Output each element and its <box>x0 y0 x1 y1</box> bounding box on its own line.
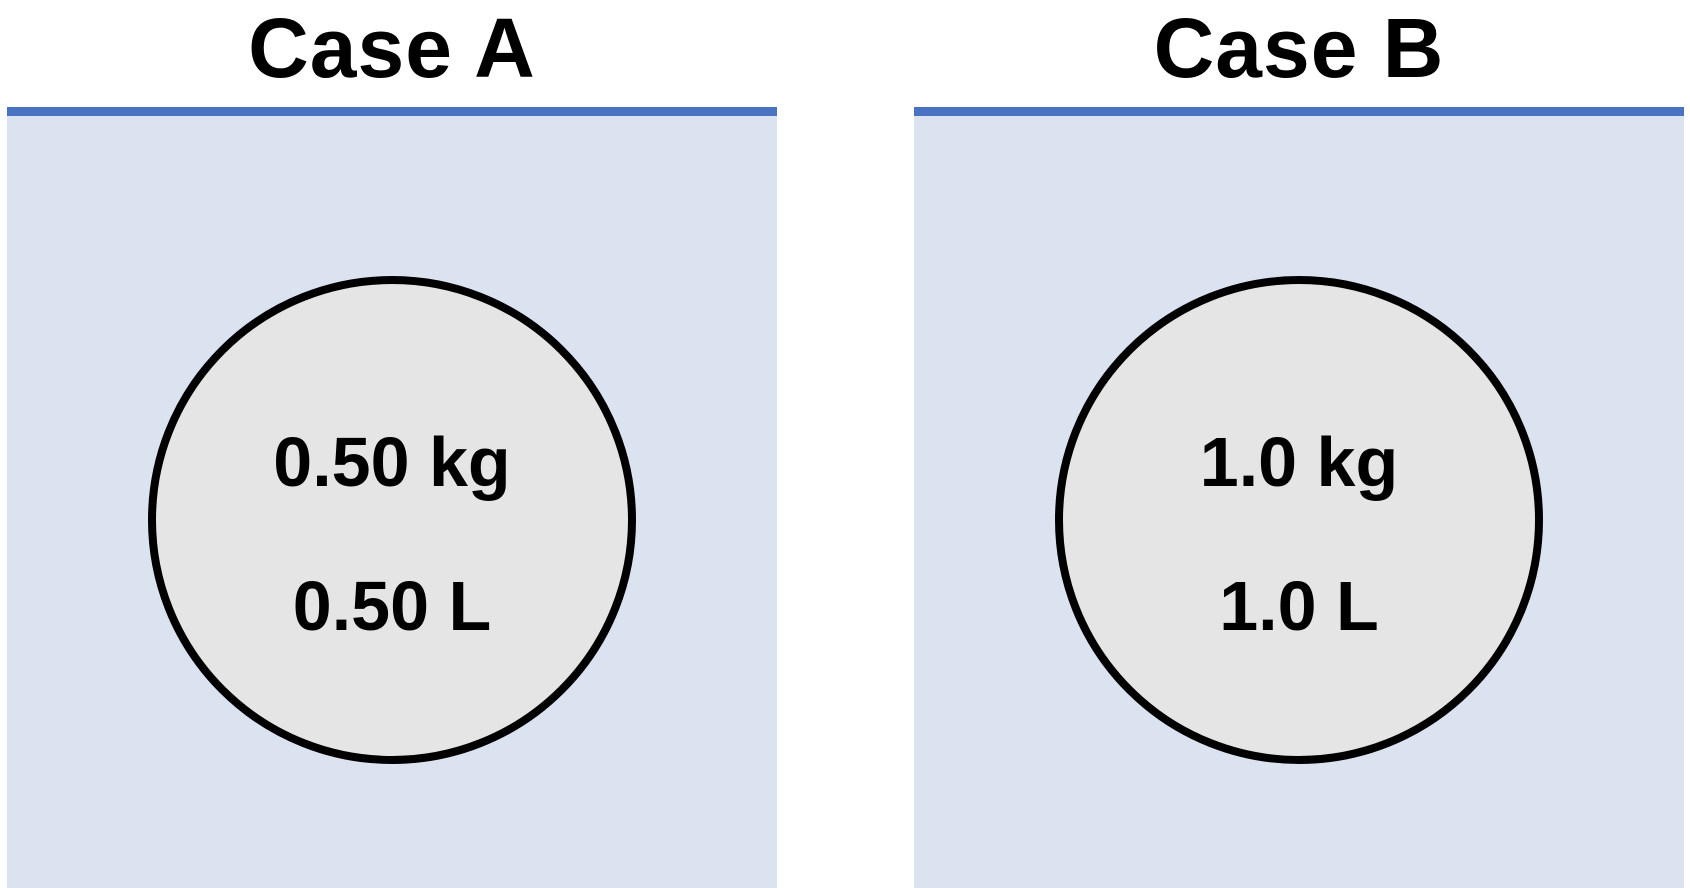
case-b-panel: Case B 1.0 kg 1.0 L <box>914 0 1684 888</box>
case-b-mass-label: 1.0 kg <box>1199 423 1399 501</box>
case-b-volume-label: 1.0 L <box>1219 567 1379 645</box>
case-b-title: Case B <box>1153 1 1445 95</box>
case-b-fluid-container: 1.0 kg 1.0 L <box>914 107 1684 888</box>
case-a-submerged-object: 0.50 kg 0.50 L <box>148 276 636 764</box>
case-a-mass-label: 0.50 kg <box>273 423 511 501</box>
case-a-title: Case A <box>248 1 536 95</box>
case-a-volume-label: 0.50 L <box>292 567 492 645</box>
case-b-submerged-object: 1.0 kg 1.0 L <box>1055 276 1543 764</box>
case-a-panel: Case A 0.50 kg 0.50 L <box>7 0 777 888</box>
case-a-fluid-container: 0.50 kg 0.50 L <box>7 107 777 888</box>
